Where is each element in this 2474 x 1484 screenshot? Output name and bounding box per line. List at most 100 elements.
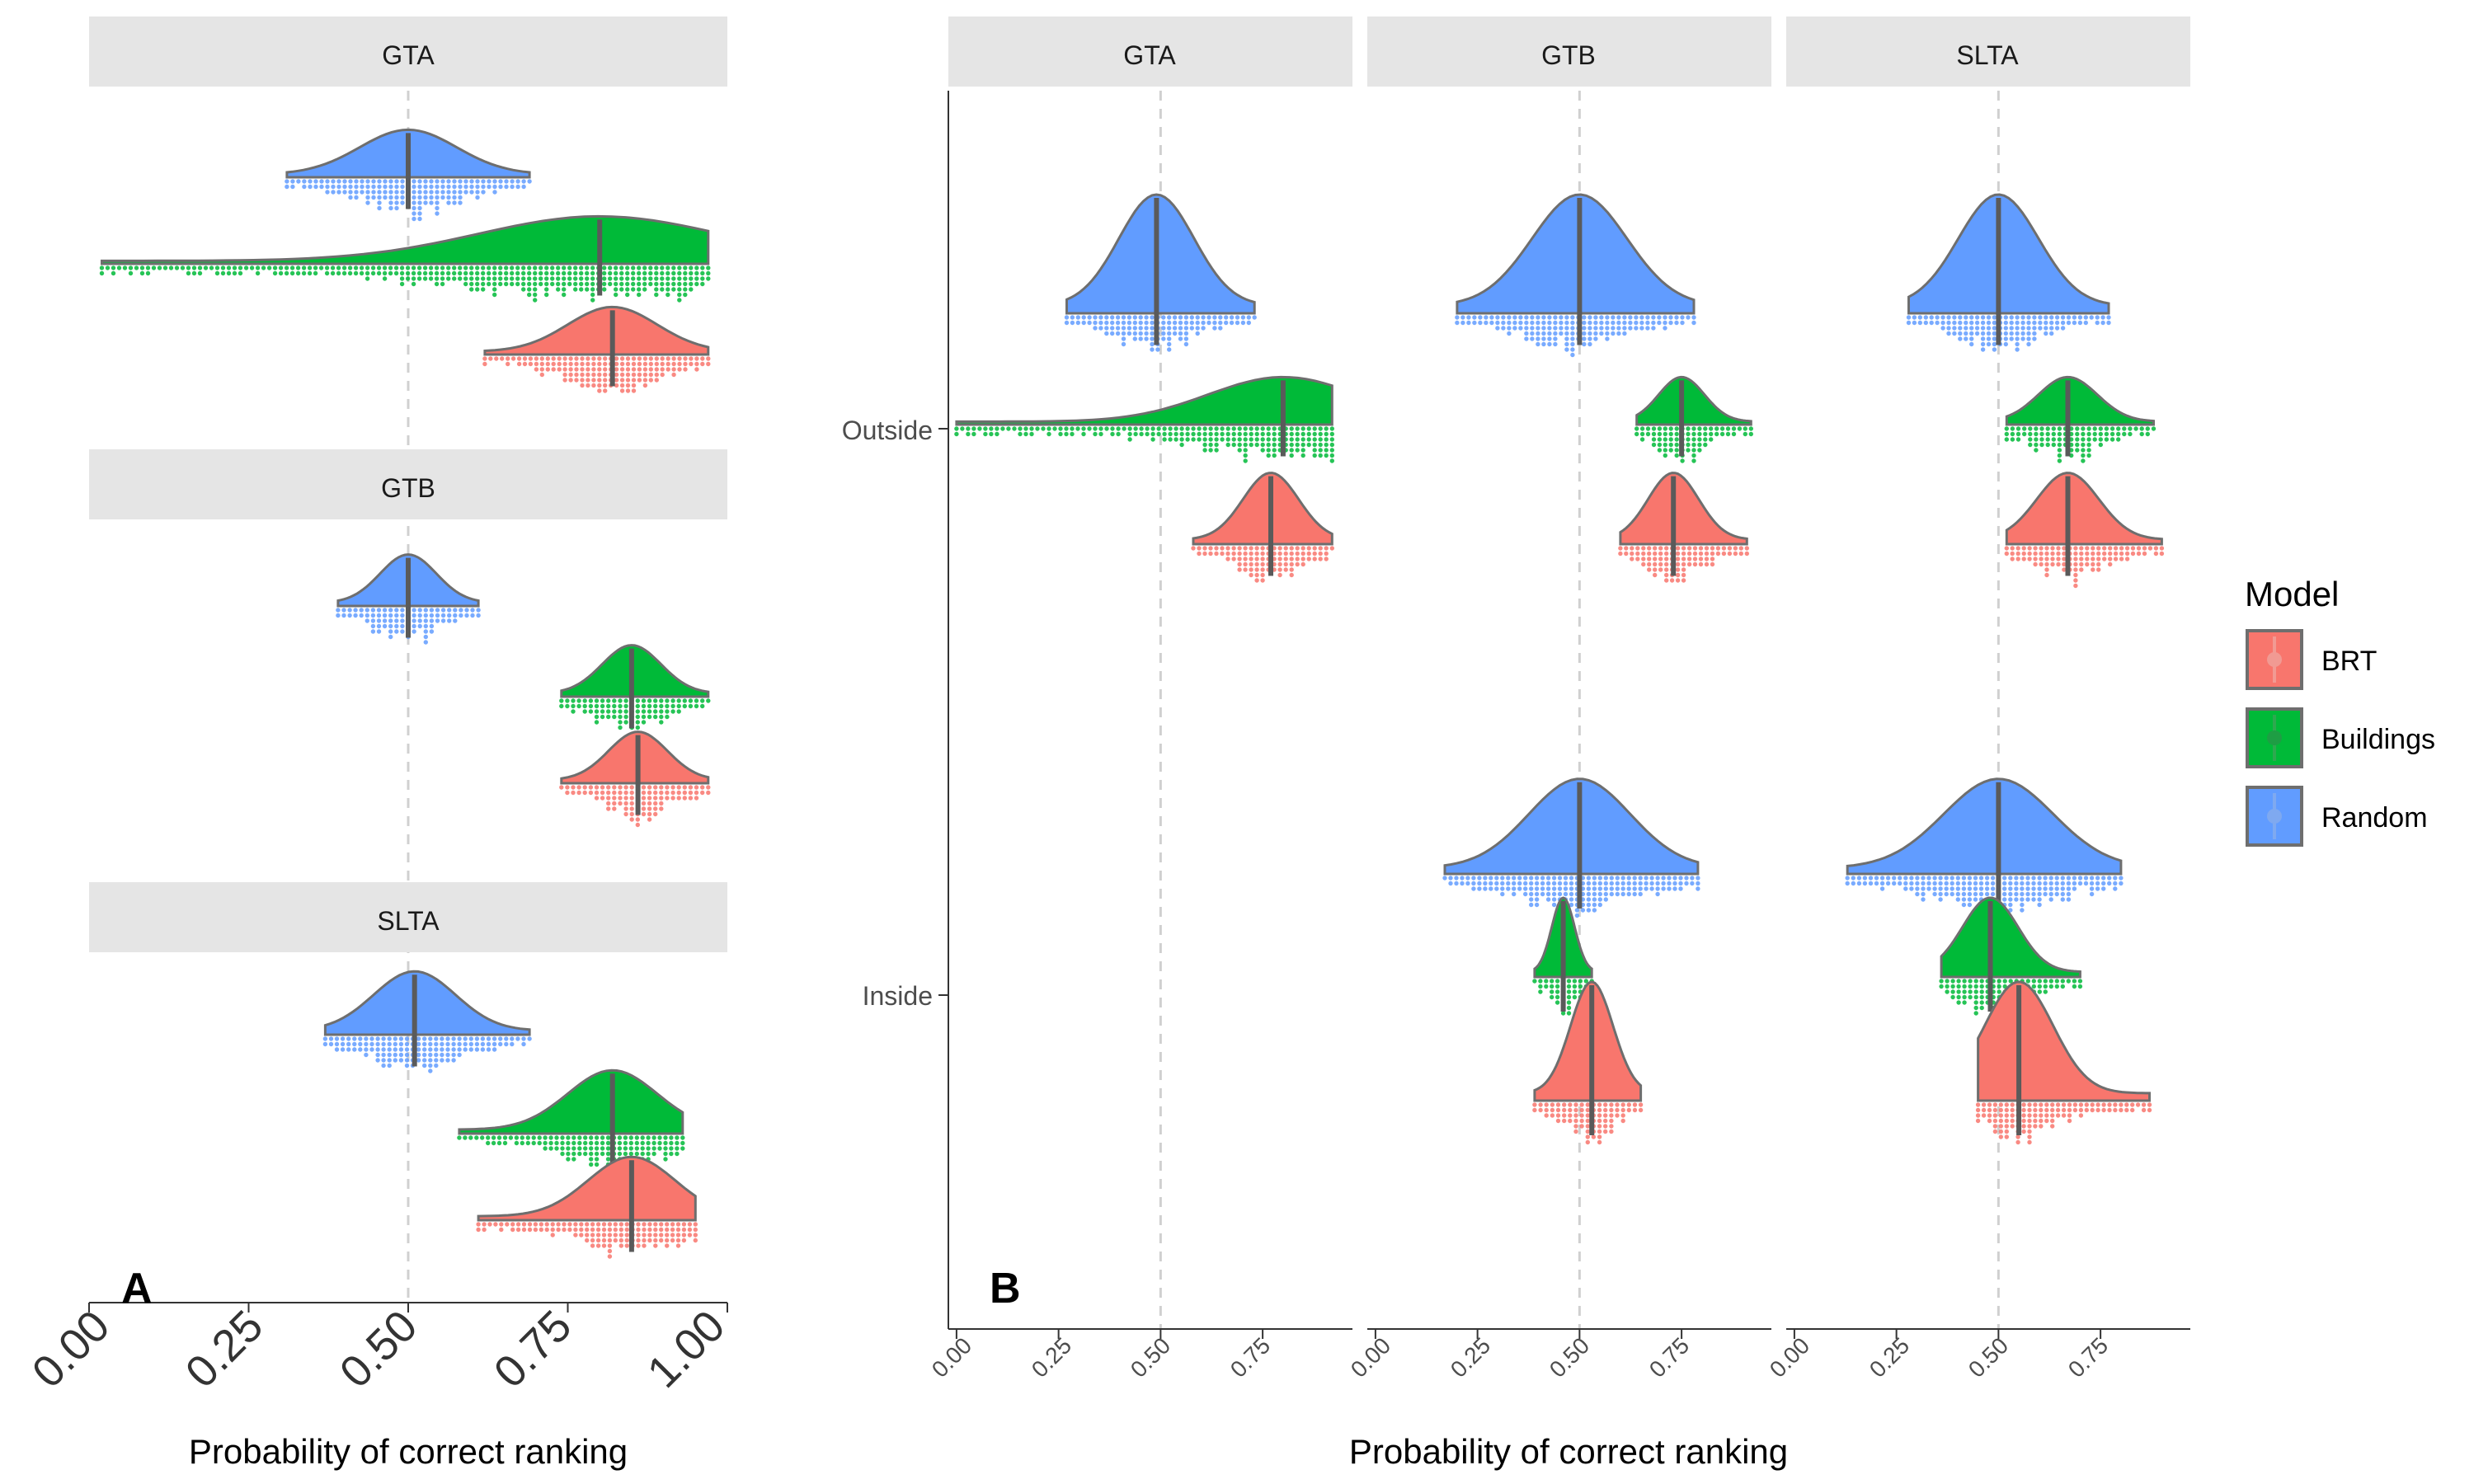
panel-a-gta-brt-rain-point [689,356,694,361]
panel-b-slta-outside-buildings-rain-point [2086,437,2091,442]
panel-a-slta-buildings-rain-point [623,1140,628,1146]
panel-b-gtb-outside-random-rain-point [1593,336,1598,341]
panel-b-gta-outside-random-rain-point [1070,315,1075,320]
panel-b-gtb-inside-random-rain-point [1592,881,1597,886]
panel-b-gta-outside-brt-rain-point [1249,546,1253,551]
panel-b-slta-inside-random-rain-point [1990,881,1996,886]
panel-a-gta-brt-rain-point [694,367,699,372]
panel-a-slta-brt-rain-point [595,1237,601,1243]
panel-a-gtb-buildings-rain-point [559,703,564,709]
panel-b-slta-outside-random-rain-point [1974,315,1980,320]
panel-b-gtb-outside-random-rain-point [1478,320,1483,326]
panel-a-slta-buildings-rain-point [663,1146,668,1151]
panel-a-gtb-brt-rain-point [653,790,658,796]
panel-a-gta-buildings-rain-point [562,292,567,298]
panel-a-slta-random-rain-point [398,1052,404,1058]
panel-b-slta-inside-random-rain-point [2054,891,2059,897]
panel-b-gtb-inside-random-rain-point [1620,891,1625,897]
panel-b-slta-outside-random-rain-point [1969,315,1974,320]
panel-a-gtb-random-rain-point [359,608,364,613]
panel-a-gta-random-rain-point [336,184,341,190]
panel-a-slta-random-rain-point [463,1036,468,1041]
panel-b-gta-outside-buildings-rain-point [966,431,971,437]
panel-a-gtb-random-rain-point [370,613,376,618]
panel-b-gtb-outside-random-rain-point [1587,320,1592,326]
panel-a-gtb-brt-rain-point [706,790,711,796]
panel-b-slta-outside-random-rain-point [2054,315,2060,320]
panel-a-gta-buildings-rain-point [481,287,486,292]
panel-a-gta-brt-rain-point [528,356,534,361]
panel-b-gtb-outside-random-rain-point [1536,341,1540,347]
panel-a-gtb-buildings-rain-point [618,714,623,720]
panel-b-gta-outside-buildings-rain-point [1208,431,1213,437]
panel-a-slta-brt-rain-point [550,1227,555,1233]
panel-a-slta-random-rain-point [440,1058,444,1063]
panel-b-gta-outside-buildings-rain-point [1329,442,1335,448]
panel-b-gta-outside-random-rain-point [1206,320,1211,326]
panel-b-slta-inside-brt-rain-point [2039,1102,2044,1107]
panel-a-gta-buildings-rain-point [689,281,694,287]
panel-a-slta-buildings-rain-point [508,1135,514,1140]
panel-b-gtb-inside-buildings-rain-point [1544,984,1549,989]
panel-b-gta-outside-buildings-rain-point [1202,426,1207,431]
panel-b-gtb-inside-random-rain-point [1626,881,1631,886]
panel-a-gta-buildings-rain-point [527,287,532,292]
panel-b-gtb-outside-buildings-rain-point [1731,431,1737,437]
panel-a-gta-random-rain-point [515,179,520,184]
panel-b-slta-inside-buildings-rain-point [2060,984,2065,989]
panel-b-gtb-inside-random-rain-point [1678,886,1683,891]
panel-b-gtb-outside-brt-rain-point [1630,551,1634,556]
panel-a-gtb-random-rain-point [417,618,422,623]
panel-b-gtb-inside-random-rain-point [1477,881,1482,886]
panel-a-gta-brt-rain-point [677,361,682,367]
panel-b-gta-outside-brt-rain-point [1277,556,1282,561]
panel-b-slta-inside-random-rain-point [2020,897,2025,902]
panel-b-gta-outside-buildings-rain-point [1087,426,1092,431]
panel-b-gtb-inside-brt-rain-point [1609,1124,1614,1129]
panel-b-gtb-inside-random-rain-point [1592,886,1597,891]
panel-a-slta-buildings-rain-point [543,1140,548,1146]
panel-a-slta-random-rain-point [498,1036,503,1041]
panel-b-gta-outside-brt-rain-point [1324,551,1329,556]
panel-a-gta-random-rain-point [446,179,451,184]
panel-a-slta-buildings-rain-point [675,1135,680,1140]
panel-a-slta-buildings-rain-point [594,1146,600,1151]
panel-a-slta-random-rain-point [387,1047,392,1052]
panel-a-slta-buildings-rain-point [617,1151,623,1157]
panel-b-gtb-outside-random-rain-point [1634,320,1639,326]
panel-b-slta-inside-random-rain-point [1984,876,1990,881]
panel-a-slta-buildings-rain-point [554,1146,559,1151]
panel-a-slta-random-rain-point [387,1041,392,1047]
panel-a-gtb-brt-rain-point [659,801,664,806]
panel-a-gta-brt-rain-point [488,356,493,361]
panel-b-gta-outside-random-rain-point [1246,320,1252,326]
panel-b-slta-outside-buildings-rain-point [2022,426,2027,431]
panel-a-slta-buildings-rain-point [463,1135,468,1140]
panel-b-gtb-outside-random-rain-point [1541,336,1546,341]
panel-b-slta-outside-random-rain-point [1940,315,1945,320]
panel-b-slta-outside-random-rain-point [2003,331,2008,336]
panel-b-slta-outside-brt-rain-point [2085,551,2090,556]
panel-b-gtb-outside-buildings-rain-point [1668,426,1673,431]
panel-b-gta-outside-buildings-rain-point [1150,426,1155,431]
panel-a-slta-brt-density-cloud [477,1155,697,1222]
panel-a-gtb-random-rain-point [365,613,369,618]
panel-a-gta-random-rain-point [331,179,336,184]
panel-b-gta-outside-buildings-rain-point [1133,431,1138,437]
panel-b-gtb-outside-random-rain-point [1466,315,1471,320]
panel-b-gtb-inside-random-rain-point [1586,891,1592,897]
panel-b-gta-outside-random-rain-point [1104,320,1109,326]
panel-b-gtb-inside-random-rain-point [1563,876,1569,881]
panel-a-gtb-buildings-rain-point [641,698,647,703]
panel-b-gtb-outside-brt-rain-point [1653,546,1658,551]
panel-b-slta-inside-random-rain-point [2101,886,2106,891]
panel-b-gta-outside-buildings-rain-point [1052,426,1057,431]
panel-a-slta-random-rain-point [404,1047,410,1052]
panel-a-gtb-buildings-rain-point [659,698,664,703]
panel-b-gtb-outside-random-rain-point [1587,315,1592,320]
panel-a-gta-random-rain-point [440,184,445,190]
panel-b-slta-outside-brt-rain-point [2021,556,2026,561]
panel-b-slta-outside-buildings-rain-point [2028,431,2033,437]
panel-b-gtb-outside-random-rain-point [1593,331,1598,336]
panel-a-gta-buildings-rain-point [157,265,162,270]
